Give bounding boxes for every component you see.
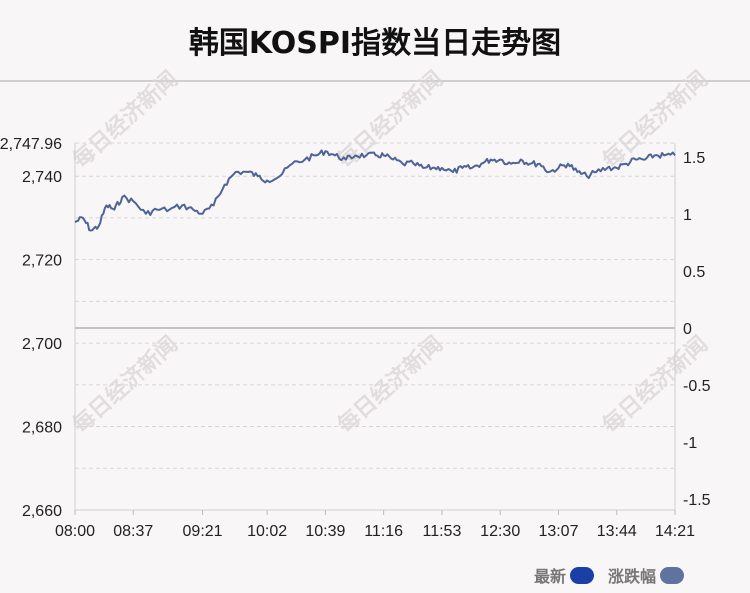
x-tick-label: 08:37 (113, 523, 153, 540)
x-tick-label: 11:16 (364, 523, 403, 540)
left-tick-label: 2,680 (22, 420, 62, 437)
x-tick-label: 11:53 (422, 523, 461, 540)
legend-label-latest: 最新 (533, 567, 566, 586)
left-axis-ticks: 2,747.96 2,740 2,720 2,700 2,680 2,660 (0, 136, 62, 520)
x-axis-ticks: 08:00 08:37 09:21 10:02 10:39 11:16 11:53 12:30… (55, 510, 695, 540)
left-tick-label: 2,740 (22, 169, 62, 186)
right-tick-label: -1 (683, 435, 697, 452)
series-line-latest (74, 149, 676, 232)
chart-title: 韩国KOSPI指数当日走势图 (188, 26, 562, 61)
x-tick-label: 08:00 (55, 523, 95, 540)
right-tick-label: 0 (683, 321, 692, 338)
right-axis-ticks: 1.5 1 0.5 0 -0.5 -1 -1.5 (683, 150, 711, 509)
legend-item-latest[interactable]: 最新 (534, 563, 594, 587)
left-tick-label: 2,700 (22, 336, 62, 353)
right-tick-label: 0.5 (683, 264, 705, 281)
legend-swatch-latest (569, 566, 594, 584)
x-tick-label: 13:44 (597, 523, 637, 540)
watermark-0: 每日经济新闻 (68, 66, 184, 174)
right-tick-label: 1.5 (683, 150, 705, 167)
x-tick-label: 14:21 (655, 523, 695, 540)
x-tick-label: 10:02 (247, 523, 287, 540)
left-tick-label: 2,747.96 (0, 136, 62, 153)
legend-label-change: 涨跌幅 (607, 567, 656, 586)
left-tick-label: 2,660 (22, 503, 62, 520)
x-tick-label: 12:30 (480, 523, 520, 540)
right-tick-label: 1 (683, 207, 692, 224)
axes (74, 143, 676, 511)
legend-swatch-change (660, 566, 684, 584)
x-tick-label: 13:07 (538, 523, 578, 540)
grid-lines (75, 142, 675, 511)
x-tick-label: 10:39 (305, 523, 345, 540)
header-divider (0, 80, 750, 82)
legend: 最新 涨跌幅 (534, 563, 684, 587)
x-tick-label: 09:21 (183, 523, 223, 540)
legend-item-change[interactable]: 涨跌幅 (608, 563, 684, 587)
right-tick-label: -1.5 (683, 492, 711, 509)
left-tick-label: 2,720 (22, 253, 62, 270)
series-layer (74, 149, 676, 232)
right-tick-label: -0.5 (683, 378, 711, 395)
